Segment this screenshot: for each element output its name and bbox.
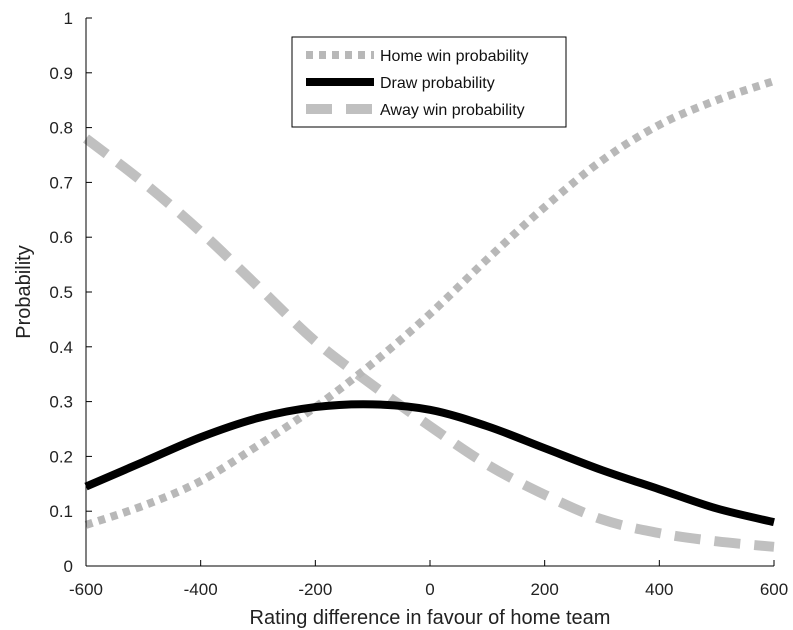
series-line-home-win xyxy=(84,77,776,529)
legend-label-home-win: Home win probability xyxy=(380,48,529,65)
x-axis-title: Rating difference in favour of home team xyxy=(250,607,611,629)
series-line-away-win xyxy=(82,134,775,552)
x-tick-label: 400 xyxy=(645,580,673,599)
y-tick-label: 0.1 xyxy=(49,502,73,521)
x-tick-label: -400 xyxy=(184,580,218,599)
x-tick-label: 600 xyxy=(760,580,788,599)
legend-label-draw: Draw probability xyxy=(380,75,495,92)
y-tick-label: 0.5 xyxy=(49,283,73,302)
y-tick-label: 0.8 xyxy=(49,119,73,138)
y-tick-label: 0.4 xyxy=(49,338,73,357)
y-tick-label: 0.3 xyxy=(49,393,73,412)
legend-label-away-win: Away win probability xyxy=(380,102,525,119)
y-ticks: 0 0.1 0.2 0.3 0.4 0.5 0.6 0.7 0.8 0.9 1 xyxy=(49,9,92,576)
x-tick-label: 0 xyxy=(425,580,434,599)
y-tick-label: 0.6 xyxy=(49,228,73,247)
y-tick-label: 0 xyxy=(64,557,73,576)
x-tick-label: -200 xyxy=(298,580,332,599)
series-line-draw xyxy=(84,400,775,527)
x-ticks: -600 -400 -200 0 200 400 600 xyxy=(69,560,788,599)
y-tick-label: 0.7 xyxy=(49,173,73,192)
legend: Home win probability Draw probability Aw… xyxy=(291,36,567,128)
y-tick-label: 1 xyxy=(64,9,73,28)
y-tick-label: 0.9 xyxy=(49,64,73,83)
x-tick-label: -600 xyxy=(69,580,103,599)
y-tick-label: 0.2 xyxy=(49,447,73,466)
x-tick-label: 200 xyxy=(530,580,558,599)
plot-area xyxy=(82,77,776,552)
y-axis-title: Probability xyxy=(13,245,35,338)
